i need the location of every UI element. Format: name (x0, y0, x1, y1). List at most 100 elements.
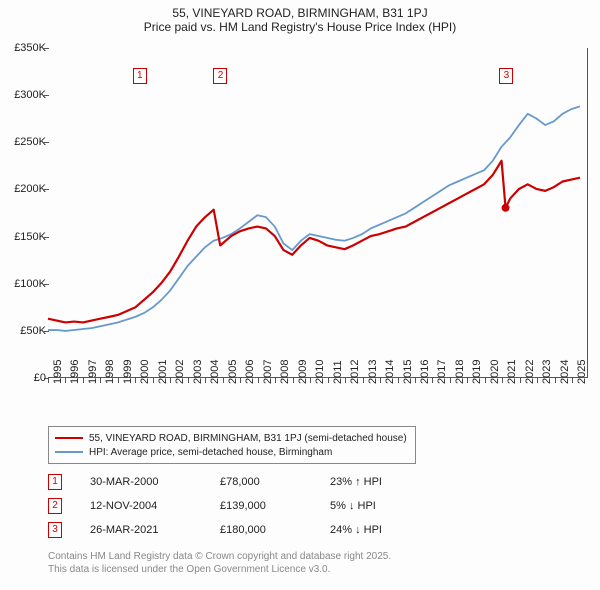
xtick (65, 378, 66, 383)
xtick (240, 378, 241, 383)
xtick-label: 2018 (454, 360, 466, 384)
transaction-diff: 23% ↑ HPI (330, 476, 382, 488)
xtick-label: 2000 (139, 360, 151, 384)
xtick (258, 378, 259, 383)
xtick (450, 378, 451, 383)
xtick (223, 378, 224, 383)
footer-line1: Contains HM Land Registry data © Crown c… (48, 550, 391, 563)
xtick-label: 2023 (541, 360, 553, 384)
xtick-label: 1995 (52, 360, 64, 384)
xtick (170, 378, 171, 383)
xtick-label: 2022 (524, 360, 536, 384)
transaction-marker: 2 (48, 498, 62, 514)
ytick-label: £300K (14, 89, 46, 101)
xtick-label: 1999 (122, 360, 134, 384)
ytick-label: £200K (14, 183, 46, 195)
xtick (415, 378, 416, 383)
xtick (275, 378, 276, 383)
xtick-label: 2019 (471, 360, 483, 384)
xtick-label: 2015 (402, 360, 414, 384)
xtick (485, 378, 486, 383)
xtick-label: 2013 (367, 360, 379, 384)
plot-svg (48, 48, 587, 377)
xtick (205, 378, 206, 383)
xtick-label: 2014 (384, 360, 396, 384)
xtick (363, 378, 364, 383)
xtick-label: 2008 (279, 360, 291, 384)
xtick-label: 2002 (174, 360, 186, 384)
legend-label: HPI: Average price, semi-detached house,… (89, 447, 332, 458)
ytick-label: £150K (14, 231, 46, 243)
xtick-label: 2024 (559, 360, 571, 384)
xtick (83, 378, 84, 383)
xtick-label: 2012 (349, 360, 361, 384)
xtick-label: 2007 (262, 360, 274, 384)
title-line2: Price paid vs. HM Land Registry's House … (0, 20, 600, 34)
transaction-price: £180,000 (220, 524, 330, 536)
xtick-label: 2003 (192, 360, 204, 384)
chart-marker-1: 1 (133, 68, 147, 84)
transaction-diff: 5% ↓ HPI (330, 500, 376, 512)
footer-attribution: Contains HM Land Registry data © Crown c… (48, 550, 391, 576)
transaction-diff: 24% ↓ HPI (330, 524, 382, 536)
transaction-marker: 1 (48, 474, 62, 490)
xtick (520, 378, 521, 383)
xtick-label: 2017 (436, 360, 448, 384)
xtick-label: 2021 (506, 360, 518, 384)
xtick (537, 378, 538, 383)
transaction-row: 1 30-MAR-2000£78,00023% ↑ HPI (48, 470, 382, 494)
sale-marker-dot (502, 204, 510, 212)
legend-item: 55, VINEYARD ROAD, BIRMINGHAM, B31 1PJ (… (55, 431, 407, 445)
transaction-marker: 3 (48, 522, 62, 538)
legend-swatch (55, 437, 83, 439)
title-line1: 55, VINEYARD ROAD, BIRMINGHAM, B31 1PJ (0, 6, 600, 20)
ytick-label: £350K (14, 42, 46, 54)
xtick-label: 2016 (419, 360, 431, 384)
xtick-label: 2025 (576, 360, 588, 384)
xtick (345, 378, 346, 383)
xtick-label: 2009 (297, 360, 309, 384)
xtick (118, 378, 119, 383)
ytick-label: £250K (14, 136, 46, 148)
chart-marker-2: 2 (213, 68, 227, 84)
chart-title: 55, VINEYARD ROAD, BIRMINGHAM, B31 1PJ P… (0, 0, 600, 34)
xtick-label: 2011 (332, 360, 344, 384)
xtick (48, 378, 49, 383)
xtick-label: 1998 (104, 360, 116, 384)
transaction-date: 26-MAR-2021 (90, 524, 220, 536)
legend-label: 55, VINEYARD ROAD, BIRMINGHAM, B31 1PJ (… (89, 433, 407, 444)
transaction-date: 30-MAR-2000 (90, 476, 220, 488)
xtick-label: 2006 (244, 360, 256, 384)
xtick (100, 378, 101, 383)
series-hpi (48, 106, 580, 331)
plot-area (48, 48, 588, 378)
xtick (398, 378, 399, 383)
xtick (328, 378, 329, 383)
series-price_paid (48, 161, 580, 323)
xtick-label: 1997 (87, 360, 99, 384)
transaction-date: 12-NOV-2004 (90, 500, 220, 512)
xtick-label: 2004 (209, 360, 221, 384)
xtick-label: 2020 (489, 360, 501, 384)
xtick-label: 2005 (227, 360, 239, 384)
xtick (572, 378, 573, 383)
ytick-label: £100K (14, 278, 46, 290)
transaction-price: £78,000 (220, 476, 330, 488)
xtick-label: 2010 (314, 360, 326, 384)
xtick (188, 378, 189, 383)
transaction-row: 212-NOV-2004£139,0005% ↓ HPI (48, 494, 382, 518)
xtick-label: 2001 (157, 360, 169, 384)
xtick (310, 378, 311, 383)
xtick (135, 378, 136, 383)
legend-item: HPI: Average price, semi-detached house,… (55, 445, 407, 459)
legend-swatch (55, 451, 83, 453)
transactions-table: 1 30-MAR-2000£78,00023% ↑ HPI 2 12-NOV-2004… (48, 470, 382, 542)
xtick (293, 378, 294, 383)
xtick-label: 1996 (69, 360, 81, 384)
ytick-label: £50K (20, 325, 46, 337)
chart-container: 55, VINEYARD ROAD, BIRMINGHAM, B31 1PJ P… (0, 0, 600, 590)
xtick (555, 378, 556, 383)
xtick (502, 378, 503, 383)
xtick (467, 378, 468, 383)
xtick (432, 378, 433, 383)
